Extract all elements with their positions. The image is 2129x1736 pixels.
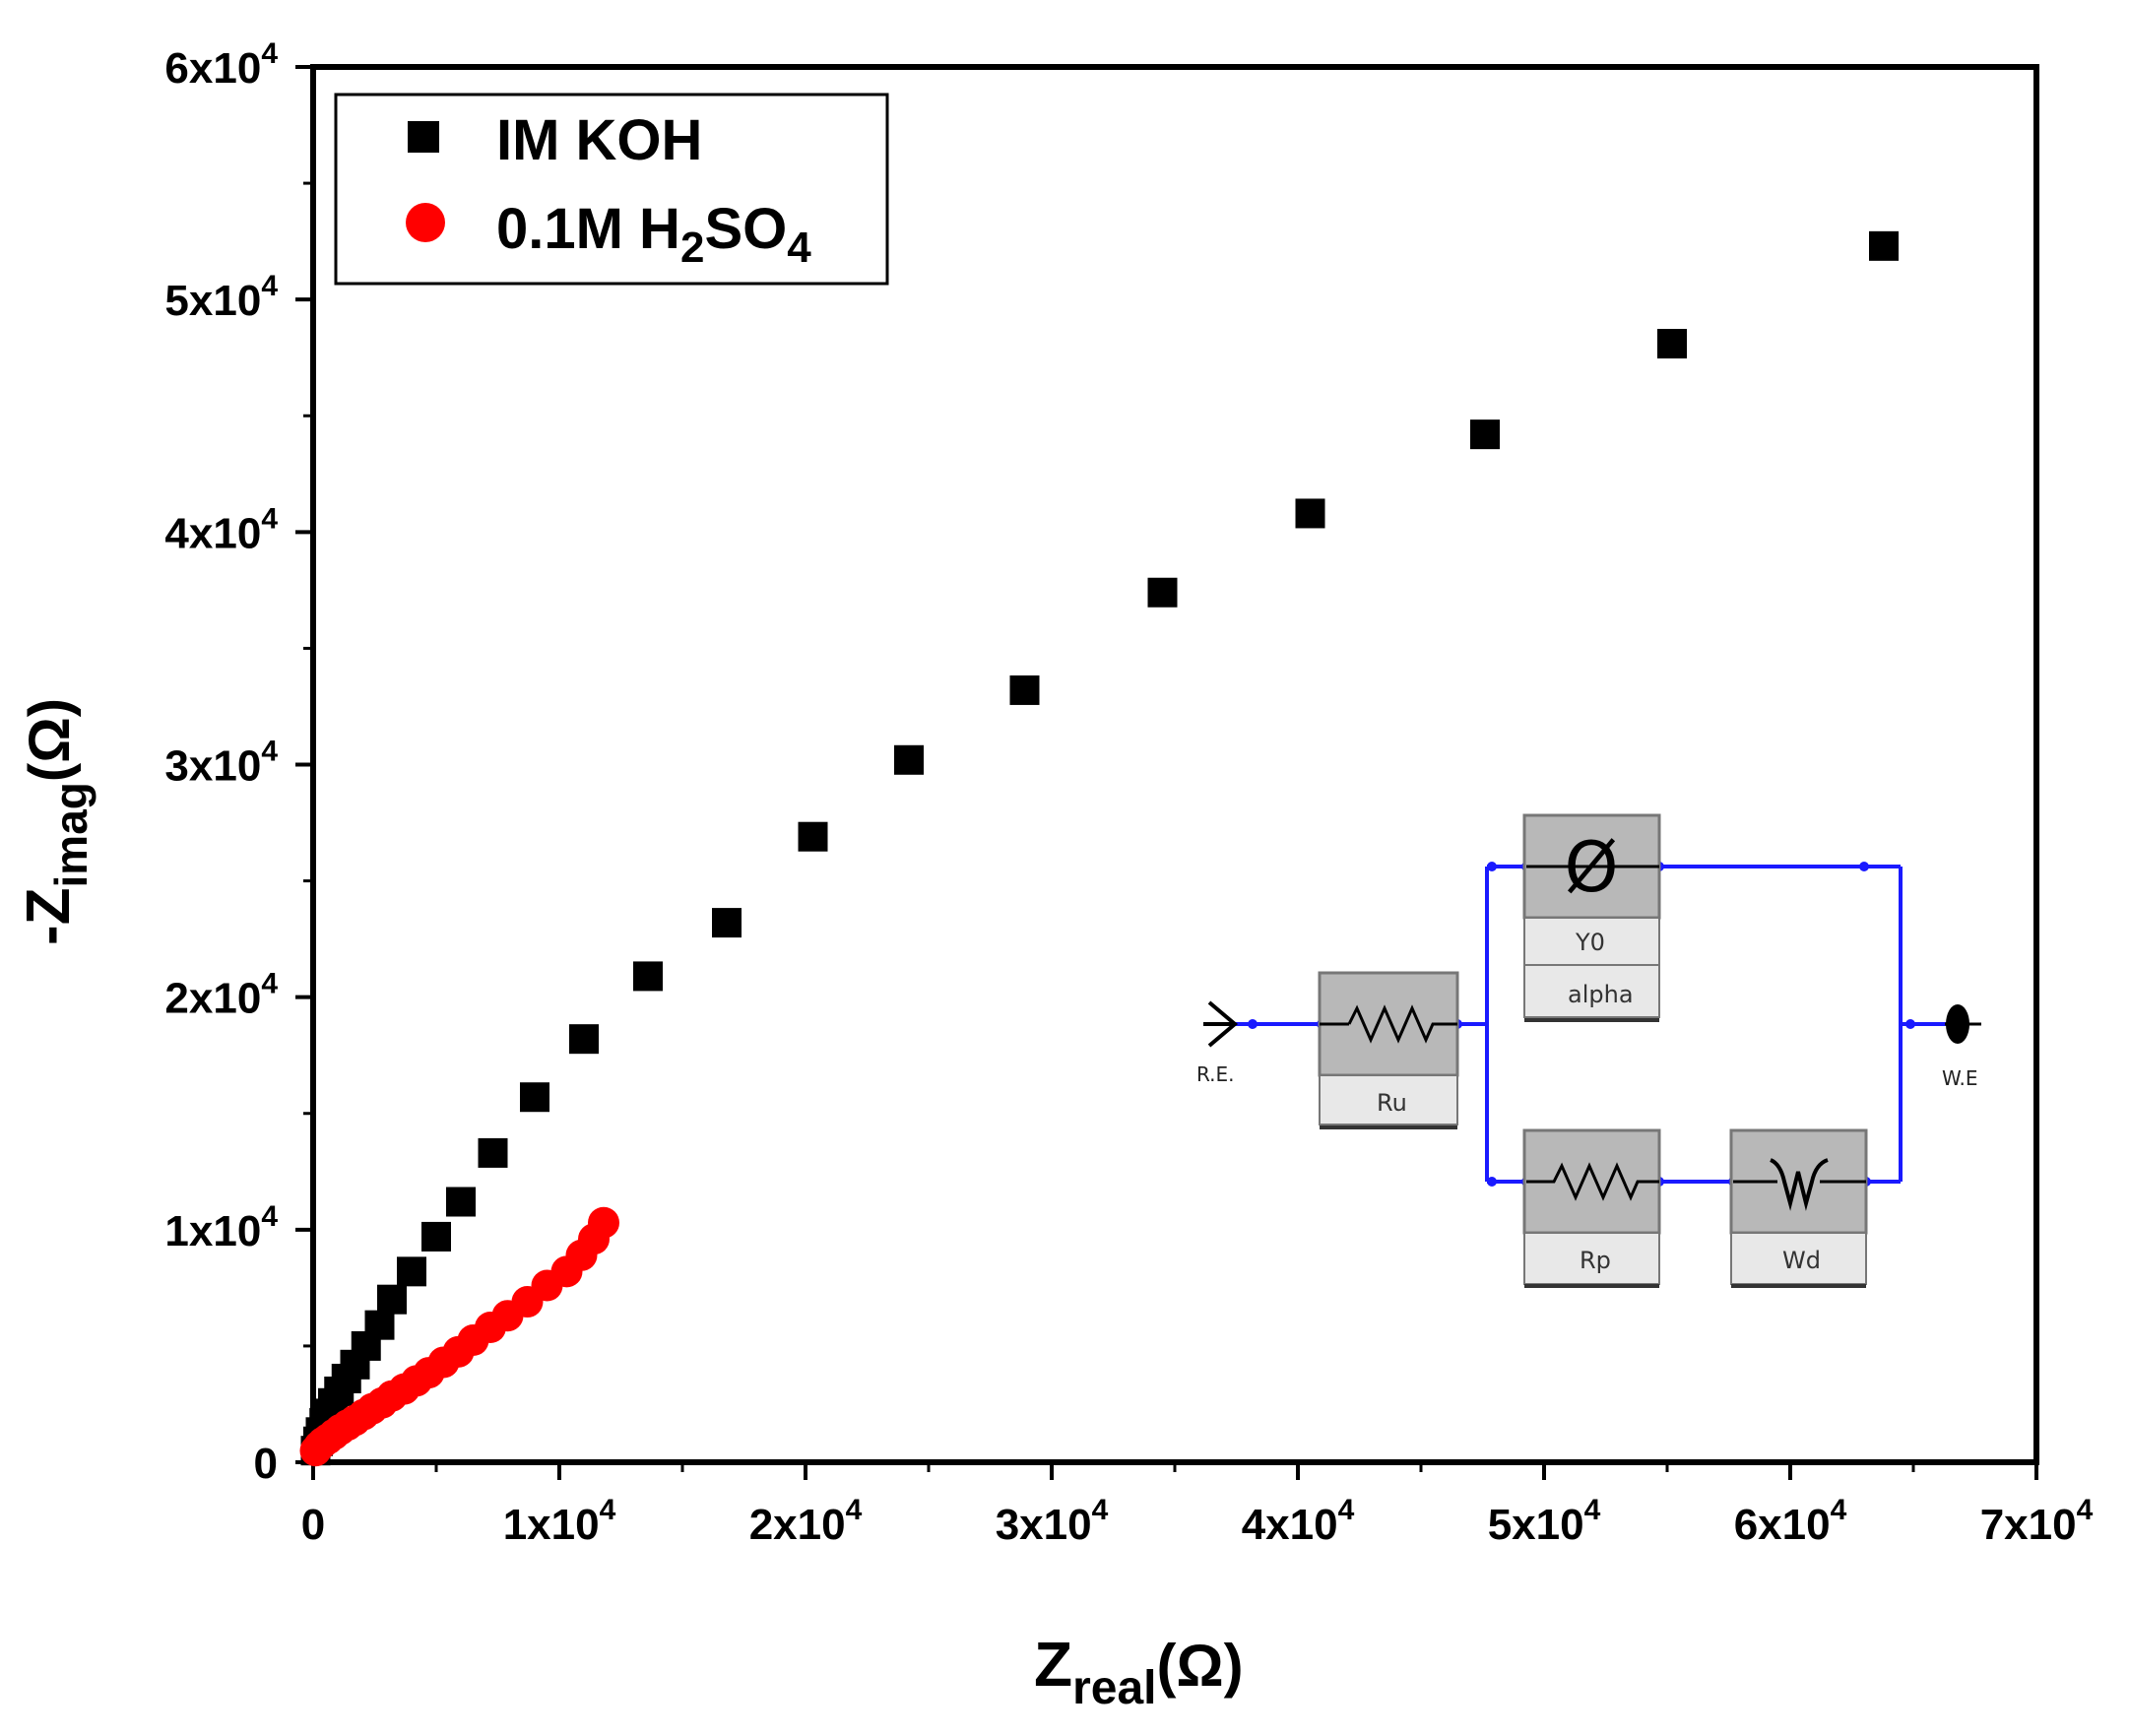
koh-data-point (633, 961, 663, 992)
warburg-icon (1770, 1158, 1829, 1211)
rp-resistor-element: Rp (1522, 1128, 1661, 1288)
koh-data-point (1657, 329, 1687, 359)
equivalent-circuit-inset: R.E. W.E Ru Ø Y0 alpha (1192, 773, 1987, 1319)
rp-label: Rp (1580, 1247, 1611, 1274)
y-axis-title-prefix: -Z (15, 887, 83, 945)
x-axis-title-base: Z (1034, 1629, 1072, 1700)
x-tick-label: 1x104 (503, 1494, 616, 1549)
legend-label-koh: IM KOH (496, 108, 702, 172)
h2so4-data-point (588, 1206, 619, 1239)
koh-data-point (1009, 675, 1040, 705)
ru-resistor-element: Ru (1318, 971, 1459, 1129)
working-electrode-terminal-icon (1945, 1004, 1981, 1044)
resistor-icon (1526, 1162, 1659, 1201)
koh-data-point (364, 1310, 395, 1340)
y-axis-title: -Zimag(Ω) (15, 698, 97, 945)
y-tick-label: 5x104 (164, 270, 278, 325)
x-tick-label: 4x104 (1242, 1494, 1355, 1549)
x-axis-title-sub: real (1072, 1662, 1156, 1714)
koh-data-point (712, 908, 742, 938)
legend-marker-square (408, 121, 439, 153)
x-tick-label: 7x104 (1980, 1494, 2094, 1549)
x-tick-label: 5x104 (1488, 1494, 1601, 1549)
koh-data-point (377, 1284, 407, 1315)
x-tick-label: 6x104 (1734, 1494, 1847, 1549)
koh-data-point (1147, 577, 1178, 608)
x-axis-ticks: 0 1x104 2x104 3x104 4x104 5x104 6x104 7x104 (301, 1462, 2094, 1549)
warburg-element: Wd (1729, 1128, 1868, 1288)
x-axis-title: Zreal(Ω) (1034, 1629, 1244, 1714)
legend-marker-circle (406, 203, 445, 242)
y-axis-title-unit: (Ω) (18, 698, 82, 782)
cpe-symbol-icon: Ø (1564, 827, 1618, 908)
koh-data-point (1295, 498, 1325, 529)
y-tick-label: 2x104 (164, 968, 278, 1023)
y-axis-title-sub: imag (45, 782, 97, 887)
alpha-label: alpha (1568, 981, 1634, 1008)
koh-data-point (421, 1221, 451, 1252)
koh-data-point (397, 1256, 426, 1287)
x-axis-title-unit: (Ω) (1157, 1633, 1244, 1699)
series-h2so4 (299, 1206, 619, 1467)
koh-data-point (1869, 230, 1899, 261)
y-tick-label: 6x104 (164, 37, 278, 93)
y-tick-label: 3x104 (164, 736, 278, 791)
x-tick-label: 0 (301, 1501, 325, 1549)
cpe-element: Ø Y0 alpha (1522, 813, 1661, 1022)
koh-data-point (894, 744, 924, 775)
wd-label: Wd (1782, 1247, 1821, 1274)
y-tick-label: 0 (254, 1440, 278, 1488)
x-tick-label: 2x104 (749, 1494, 863, 1549)
reference-electrode-label: R.E. (1196, 1062, 1235, 1086)
reference-electrode-arrow-icon (1203, 1000, 1239, 1048)
resistor-icon (1347, 1004, 1457, 1044)
working-electrode-label: W.E (1942, 1066, 1977, 1090)
koh-data-point (520, 1082, 549, 1113)
legend-label-h2so4: 0.1M H2SO4 (496, 197, 811, 272)
koh-data-point (1470, 419, 1500, 450)
koh-data-point (478, 1137, 508, 1168)
legend: IM KOH 0.1M H2SO4 (334, 93, 889, 286)
y-tick-label: 4x104 (164, 502, 278, 557)
x-tick-label: 3x104 (996, 1494, 1109, 1549)
y-tick-label: 1x104 (164, 1200, 278, 1255)
y-axis-ticks: 0 1x104 2x104 3x104 4x104 5x104 6x104 (164, 37, 313, 1488)
y0-label: Y0 (1575, 929, 1605, 956)
koh-data-point (798, 821, 828, 852)
ru-label: Ru (1377, 1089, 1407, 1117)
koh-data-point (446, 1187, 476, 1217)
koh-data-point (569, 1024, 599, 1055)
